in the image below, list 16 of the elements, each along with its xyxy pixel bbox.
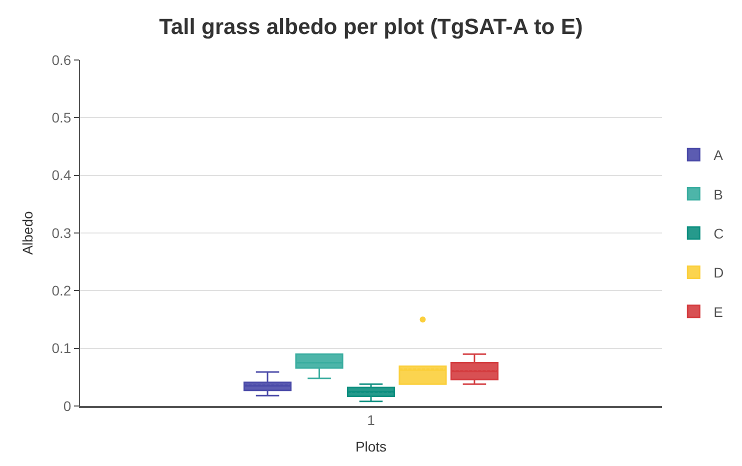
chart-title: Tall grass albedo per plot (TgSAT-A to E) (159, 14, 583, 40)
y-tick-label: 0.1 (52, 340, 72, 356)
legend-label: A (714, 147, 724, 164)
legend-label: C (714, 225, 724, 242)
x-tick-label: 1 (367, 412, 376, 428)
y-axis-title: Albedo (19, 210, 36, 255)
y-tick-label: 0 (63, 398, 72, 414)
legend-label: E (714, 304, 723, 320)
y-tick-label: 0.2 (52, 282, 72, 299)
y-tick-label: 0.5 (52, 110, 72, 126)
legend-label: D (714, 264, 724, 281)
y-tick-label: 0.4 (52, 167, 72, 184)
legend-label: B (714, 186, 723, 202)
y-tick-label: 0.6 (52, 52, 72, 68)
y-tick-label: 0.3 (52, 224, 72, 241)
x-axis-title: Plots (355, 438, 387, 455)
